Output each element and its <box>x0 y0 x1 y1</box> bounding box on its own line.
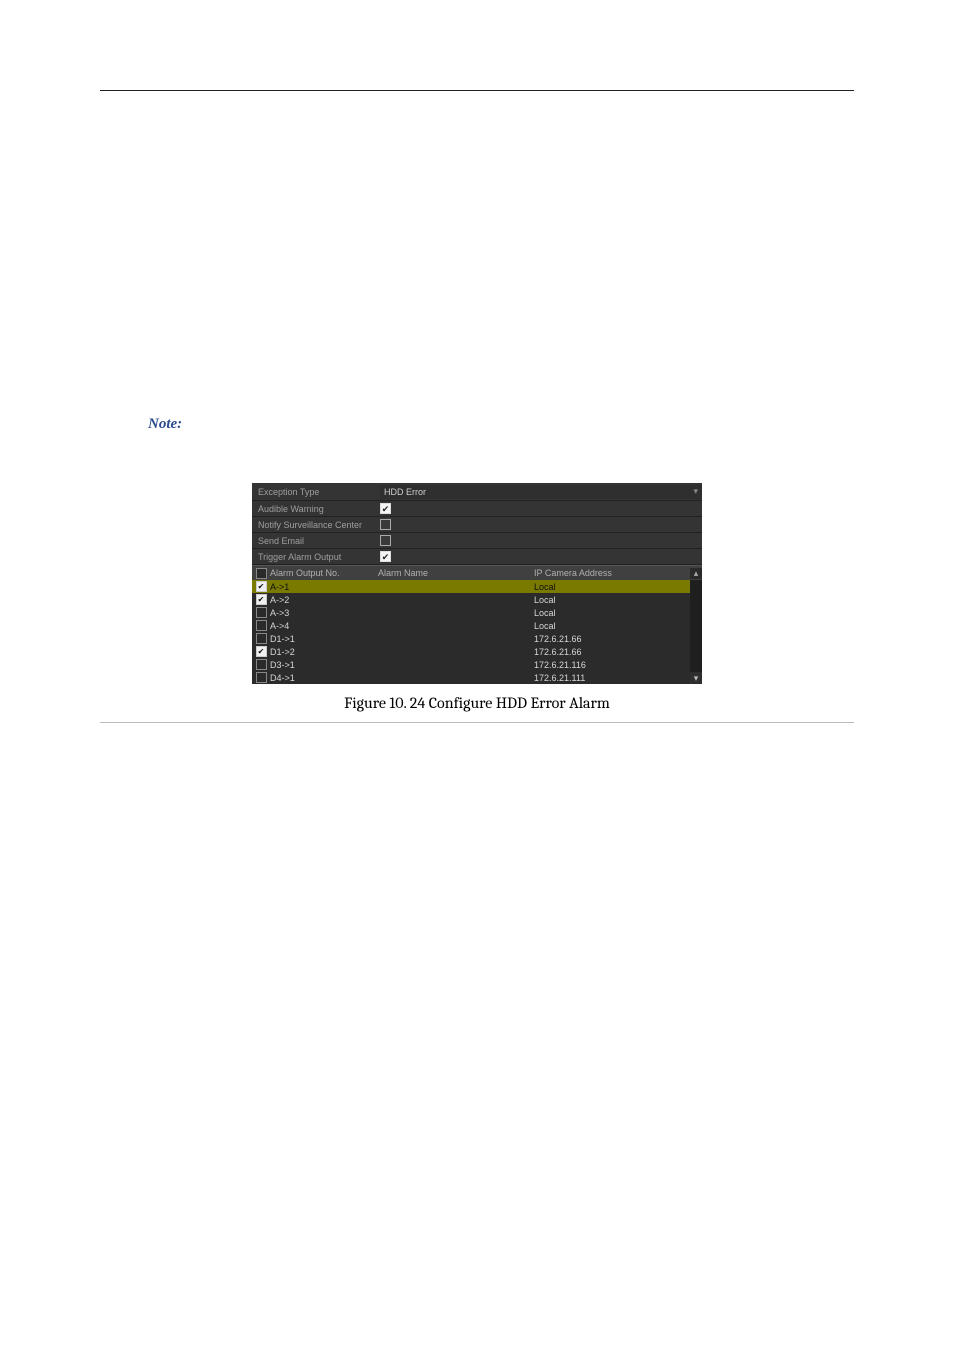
cell-alarm-no: A->4 <box>270 621 376 631</box>
notify-center-row: Notify Surveillance Center <box>252 517 702 533</box>
table-row[interactable]: D1->2 172.6.21.66 <box>252 645 690 658</box>
screenshot-container: Exception Type HDD Error ▾ Audible Warni… <box>100 483 854 684</box>
cell-alarm-no: D1->2 <box>270 647 376 657</box>
top-rule <box>100 90 854 91</box>
cell-ip-address: Local <box>532 595 690 605</box>
notify-center-label: Notify Surveillance Center <box>252 520 376 530</box>
cell-alarm-no: D3->1 <box>270 660 376 670</box>
bottom-rule <box>100 722 854 723</box>
row-checkbox[interactable] <box>256 633 267 644</box>
cell-alarm-no: A->2 <box>270 595 376 605</box>
figure-caption: Figure 10. 24 Configure HDD Error Alarm <box>100 694 854 712</box>
table-row[interactable]: D3->1 172.6.21.116 <box>252 658 690 671</box>
trigger-alarm-row: Trigger Alarm Output <box>252 549 702 565</box>
exception-type-value: HDD Error <box>384 487 426 497</box>
scrollbar-track[interactable]: ▾ <box>690 580 702 684</box>
exception-type-row: Exception Type HDD Error ▾ <box>252 483 702 501</box>
scroll-up-icon[interactable]: ▴ <box>690 568 702 579</box>
cell-ip-address: 172.6.21.66 <box>532 634 690 644</box>
col-alarm-name: Alarm Name <box>376 568 532 578</box>
cell-ip-address: 172.6.21.111 <box>532 673 690 683</box>
send-email-row: Send Email <box>252 533 702 549</box>
chevron-down-icon: ▾ <box>693 486 698 497</box>
row-checkbox[interactable] <box>256 594 267 605</box>
cell-ip-address: Local <box>532 608 690 618</box>
col-alarm-output-no: Alarm Output No. <box>270 568 376 578</box>
cell-ip-address: 172.6.21.66 <box>532 647 690 657</box>
alarm-table-body: A->1LocalA->2LocalA->3LocalA->4LocalD1->… <box>252 580 702 684</box>
col-ip-address: IP Camera Address <box>532 568 690 578</box>
send-email-checkbox[interactable] <box>380 535 391 546</box>
row-checkbox[interactable] <box>256 646 267 657</box>
row-checkbox[interactable] <box>256 672 267 683</box>
table-row[interactable]: A->2 Local <box>252 593 690 606</box>
row-checkbox[interactable] <box>256 607 267 618</box>
scroll-down-icon[interactable]: ▾ <box>690 672 702 684</box>
audible-warning-label: Audible Warning <box>252 504 376 514</box>
row-checkbox[interactable] <box>256 581 267 592</box>
cell-alarm-no: D4->1 <box>270 673 376 683</box>
select-all-checkbox[interactable] <box>256 568 267 579</box>
row-checkbox[interactable] <box>256 620 267 631</box>
table-row[interactable]: D4->1 172.6.21.111 <box>252 671 690 684</box>
trigger-alarm-checkbox[interactable] <box>380 551 391 562</box>
send-email-label: Send Email <box>252 536 376 546</box>
table-row[interactable]: A->3 Local <box>252 606 690 619</box>
cell-ip-address: 172.6.21.116 <box>532 660 690 670</box>
audible-warning-row: Audible Warning <box>252 501 702 517</box>
table-row[interactable]: A->1 Local <box>252 580 690 593</box>
exception-type-dropdown[interactable]: HDD Error ▾ <box>380 485 702 499</box>
cell-alarm-no: A->1 <box>270 582 376 592</box>
cell-alarm-no: D1->1 <box>270 634 376 644</box>
note-label: Note: <box>148 416 854 433</box>
alarm-table-header: Alarm Output No. Alarm Name IP Camera Ad… <box>252 565 702 580</box>
cell-ip-address: Local <box>532 582 690 592</box>
audible-warning-checkbox[interactable] <box>380 503 391 514</box>
row-checkbox[interactable] <box>256 659 267 670</box>
exception-type-label: Exception Type <box>252 487 376 497</box>
table-row[interactable]: D1->1 172.6.21.66 <box>252 632 690 645</box>
trigger-alarm-label: Trigger Alarm Output <box>252 552 376 562</box>
hdd-error-screenshot: Exception Type HDD Error ▾ Audible Warni… <box>252 483 702 684</box>
cell-ip-address: Local <box>532 621 690 631</box>
cell-alarm-no: A->3 <box>270 608 376 618</box>
notify-center-checkbox[interactable] <box>380 519 391 530</box>
table-row[interactable]: A->4 Local <box>252 619 690 632</box>
